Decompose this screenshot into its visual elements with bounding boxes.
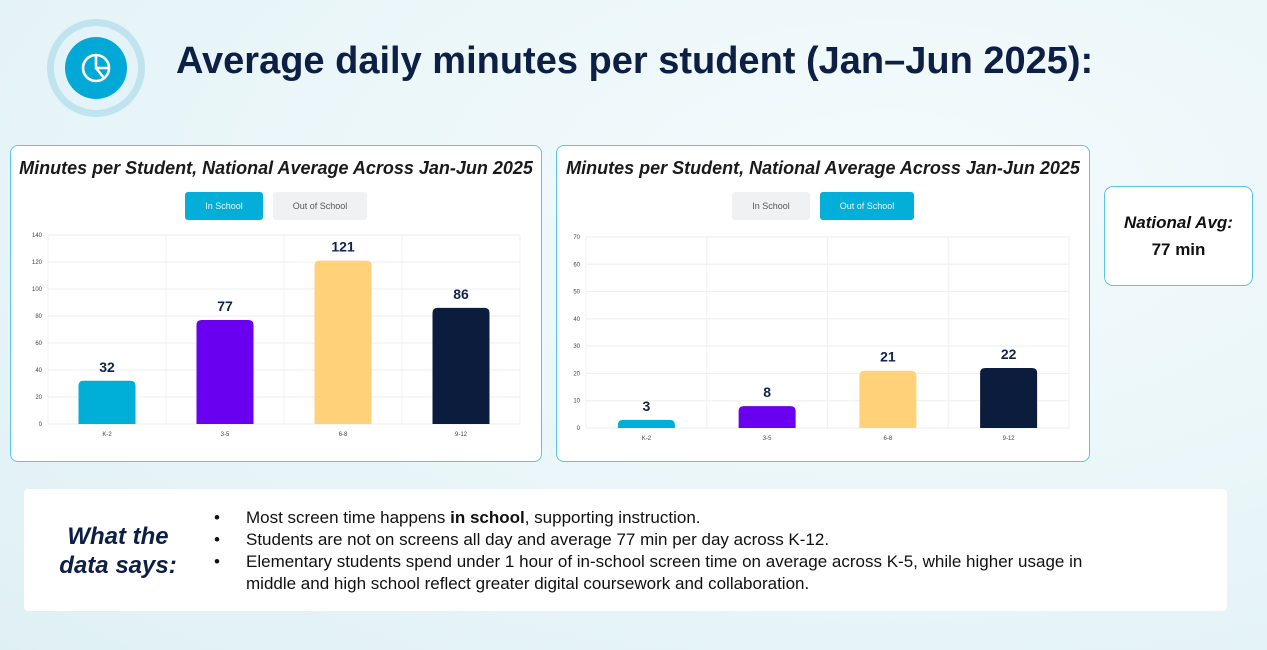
x-tick-label: 9-12 xyxy=(455,432,468,438)
bar xyxy=(314,260,372,424)
toggle-out-of-school[interactable]: Out of School xyxy=(820,192,914,220)
data-label: 8 xyxy=(763,384,771,400)
chart-panel-in-school: Minutes per Student, National Average Ac… xyxy=(10,145,542,462)
data-label: 22 xyxy=(1001,346,1017,362)
data-label: 77 xyxy=(217,298,233,314)
y-tick-label: 60 xyxy=(573,262,580,268)
bar-chart: 0 10 20 30 40 50 60 70 3 K-2 8 3-5 21 6-8 22 9-12 xyxy=(573,235,1070,442)
bar xyxy=(196,320,254,424)
bar xyxy=(738,406,796,428)
national-average-label: National Avg: xyxy=(1124,213,1233,232)
data-label: 121 xyxy=(331,239,355,255)
label-line: data says: xyxy=(59,552,177,579)
data-says-box: What the data says: • Most screen time ha… xyxy=(24,489,1227,611)
chart-panel-out-of-school: Minutes per Student, National Average Ac… xyxy=(556,145,1090,462)
logo xyxy=(47,19,145,117)
data-label: 21 xyxy=(880,349,896,365)
data-label: 3 xyxy=(642,398,650,414)
bar xyxy=(78,380,136,424)
bar xyxy=(859,370,917,428)
x-tick-label: 6-8 xyxy=(339,432,348,438)
insights-list: • Most screen time happens in school, sup… xyxy=(214,507,1106,595)
toggle-in-school[interactable]: In School xyxy=(732,192,810,220)
toggle-in-school[interactable]: In School xyxy=(185,192,263,220)
bar xyxy=(432,307,490,424)
page-title: Average daily minutes per student (Jan–J… xyxy=(176,40,1094,82)
x-tick-label: 3-5 xyxy=(221,432,230,438)
pie-chart-icon xyxy=(81,53,111,83)
x-tick-label: K-2 xyxy=(102,432,112,438)
y-tick-label: 80 xyxy=(35,314,42,320)
x-tick-label: 9-12 xyxy=(1003,436,1016,442)
y-tick-label: 40 xyxy=(573,317,580,323)
data-label: 86 xyxy=(453,286,469,302)
chart-title: Minutes per Student, National Average Ac… xyxy=(19,158,533,178)
list-item: • Elementary students spend under 1 hour … xyxy=(214,552,1083,593)
toggle-out-of-school[interactable]: Out of School xyxy=(273,192,367,220)
bar xyxy=(980,367,1038,428)
y-tick-label: 120 xyxy=(32,260,43,266)
x-tick-label: K-2 xyxy=(642,436,652,442)
data-says-label: What the data says: xyxy=(58,522,178,580)
bar xyxy=(617,419,675,428)
y-tick-label: 20 xyxy=(573,371,580,377)
y-tick-label: 100 xyxy=(32,287,43,293)
national-average-value: 77 min xyxy=(1151,240,1206,259)
label-line: What the xyxy=(67,523,169,550)
y-tick-label: 50 xyxy=(573,290,580,296)
x-tick-label: 3-5 xyxy=(763,436,772,442)
list-item: • Most screen time happens in school, sup… xyxy=(214,508,701,527)
y-tick-label: 0 xyxy=(577,426,581,432)
chart-title: Minutes per Student, National Average Ac… xyxy=(566,158,1080,178)
data-label: 32 xyxy=(99,359,115,375)
y-tick-label: 60 xyxy=(35,341,42,347)
y-tick-label: 70 xyxy=(573,235,580,241)
y-tick-label: 0 xyxy=(39,422,43,428)
y-tick-label: 40 xyxy=(35,368,42,374)
y-tick-label: 10 xyxy=(573,399,580,405)
y-tick-label: 140 xyxy=(32,233,43,239)
x-tick-label: 6-8 xyxy=(884,436,893,442)
y-tick-label: 30 xyxy=(573,344,580,350)
bar-chart: 0 20 40 60 80 100 120 140 32 K-2 77 3-5 121 6-8 86 9-12 xyxy=(32,233,521,438)
list-item: • Students are not on screens all day and… xyxy=(214,530,830,549)
national-average-card: National Avg: 77 min xyxy=(1104,186,1253,286)
y-tick-label: 20 xyxy=(35,395,42,401)
